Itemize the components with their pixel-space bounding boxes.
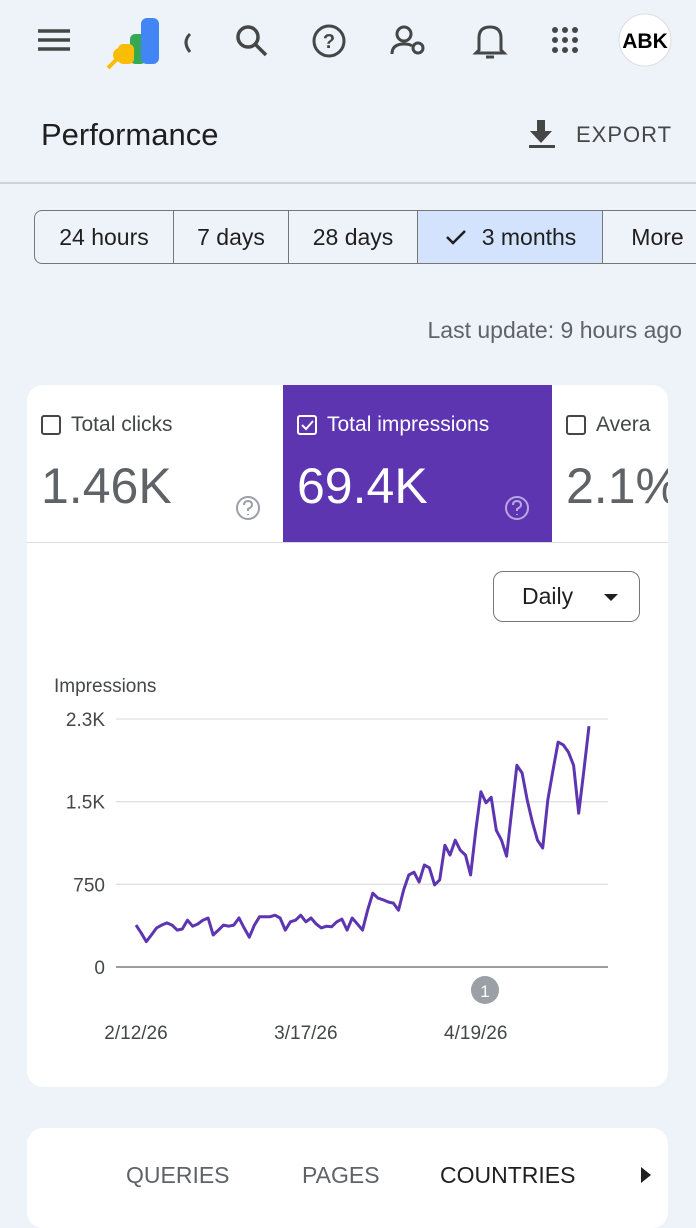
chart: Impressions 1 0 750 1.5K 2.3K 2/12/26 3/17/26… — [54, 676, 608, 1044]
avatar[interactable] — [618, 13, 672, 67]
metric-value: 69.4K — [297, 458, 428, 514]
annotation-label: 1 — [480, 982, 489, 1001]
dimension-tab[interactable]: QUERIES — [126, 1162, 230, 1188]
metric-help-icon[interactable] — [503, 494, 531, 522]
menu-icon[interactable] — [38, 29, 70, 51]
date-range-label: 7 days — [197, 223, 265, 250]
x-tick-label: 3/17/26 — [274, 1023, 337, 1044]
page-title: Performance — [41, 117, 218, 152]
performance-card: Total clicks 1.46K Total impressions 69.4K A… — [27, 385, 668, 1087]
date-range-label: 24 hours — [59, 223, 149, 250]
metric-value: 2.1% — [566, 458, 668, 514]
help-mark — [512, 499, 523, 515]
export-icon[interactable] — [529, 120, 555, 148]
dropdown-arrow — [604, 593, 619, 601]
help-icon[interactable]: ? — [312, 24, 346, 58]
y-tick-label: 2.3K — [66, 710, 105, 731]
check-icon — [301, 420, 314, 431]
date-range-button[interactable]: 24 hours — [35, 211, 174, 263]
check-path — [301, 420, 314, 431]
metric-tile[interactable]: Total clicks 1.46K — [27, 385, 283, 542]
help-mark — [243, 499, 254, 515]
metric-tile[interactable]: Avera 2.1% — [552, 385, 668, 542]
help-circle — [236, 496, 260, 520]
logo[interactable] — [106, 18, 192, 70]
last-update: Last update: 9 hours ago — [427, 317, 682, 343]
dimension-tab[interactable]: COUNTRIES — [440, 1162, 576, 1188]
date-range-button[interactable]: 3 months — [418, 211, 603, 263]
check-path — [445, 230, 466, 245]
user-settings-icon[interactable] — [390, 25, 425, 55]
date-range-label: 28 days — [312, 223, 394, 250]
export-button[interactable]: EXPORT — [576, 122, 672, 147]
check-icon — [445, 230, 466, 245]
search-icon[interactable] — [236, 25, 268, 57]
apps-icon[interactable] — [552, 27, 578, 53]
granularity-dropdown[interactable]: Daily — [493, 571, 640, 622]
date-range-label: 3 months — [481, 223, 577, 250]
x-tick-label: 4/19/26 — [444, 1023, 507, 1044]
annotation-marker[interactable] — [471, 976, 499, 1004]
y-tick-label: 0 — [94, 958, 105, 979]
metric-tile[interactable]: Total impressions 69.4K — [283, 385, 552, 542]
svg-text:?: ? — [323, 31, 335, 53]
date-range-selector: 24 hours 7 days 28 days 3 months More — [34, 210, 696, 264]
metric-label: Total clicks — [71, 413, 173, 436]
metric-checkbox[interactable] — [566, 415, 586, 435]
top-bar: ? ABK Performance EXPORT — [0, 13, 696, 184]
tabs-next-arrow[interactable] — [639, 1166, 653, 1184]
metric-header: Avera — [566, 413, 668, 437]
date-range-button[interactable]: 28 days — [289, 211, 418, 263]
metric-checkbox[interactable] — [41, 415, 61, 435]
granularity-value: Daily — [522, 583, 574, 609]
metric-header: Total impressions — [297, 413, 552, 437]
page: ? ABK Performance EXPORT 24 hours 7 days 2… — [0, 13, 696, 1228]
date-range-button[interactable]: 7 days — [174, 211, 289, 263]
y-axis-title: Impressions — [54, 676, 156, 697]
metric-checkbox[interactable] — [297, 415, 317, 435]
metric-value: 1.46K — [41, 458, 172, 514]
date-range-button[interactable]: More — [603, 211, 696, 263]
metric-label: Total impressions — [327, 413, 490, 436]
metric-header: Total clicks — [41, 413, 283, 437]
impressions-line — [134, 726, 591, 944]
metric-help-icon[interactable] — [234, 494, 262, 522]
x-tick-label: 2/12/26 — [104, 1023, 167, 1044]
divider — [27, 542, 668, 543]
help-circle — [505, 496, 529, 520]
date-range-label: More — [631, 223, 684, 250]
avatar-initials: ABK — [622, 30, 668, 53]
notifications-icon[interactable] — [472, 25, 508, 59]
y-tick-label: 750 — [73, 875, 105, 896]
y-tick-label: 1.5K — [66, 793, 105, 814]
metric-label: Avera — [596, 413, 651, 436]
dimension-tab[interactable]: PAGES — [302, 1162, 380, 1188]
dimension-tabs: QUERIES PAGES COUNTRIES — [27, 1128, 668, 1228]
